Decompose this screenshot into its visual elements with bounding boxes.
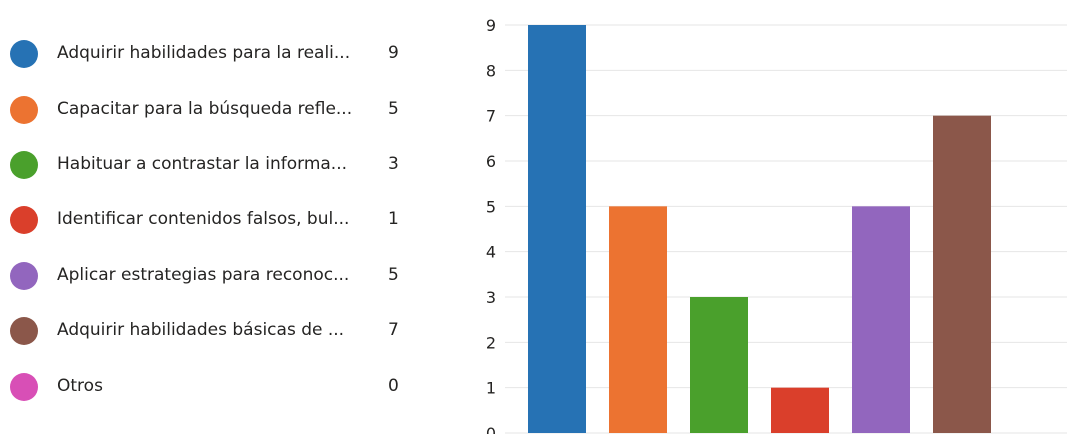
legend-color-dot bbox=[10, 206, 38, 234]
legend: Adquirir habilidades para la reali... 9 Ca… bbox=[0, 0, 420, 434]
y-tick-label: 6 bbox=[486, 152, 496, 171]
legend-label: Adquirir habilidades para la reali... bbox=[57, 43, 351, 63]
bar[interactable] bbox=[690, 297, 748, 433]
y-tick-label: 0 bbox=[486, 424, 496, 434]
legend-label: Adquirir habilidades básicas de ... bbox=[57, 320, 345, 340]
y-tick-label: 5 bbox=[486, 197, 496, 216]
bar[interactable] bbox=[771, 387, 829, 433]
bar[interactable] bbox=[609, 206, 667, 433]
legend-item[interactable]: Identificar contenidos falsos, bul... 1 bbox=[0, 203, 420, 237]
gridlines bbox=[505, 24, 1067, 434]
legend-label: Habituar a contrastar la informa... bbox=[57, 154, 348, 174]
legend-count: 0 bbox=[388, 376, 399, 396]
legend-item[interactable]: Capacitar para la búsqueda refle... 5 bbox=[0, 93, 420, 127]
legend-color-dot bbox=[10, 317, 38, 345]
y-tick-label: 2 bbox=[486, 333, 496, 352]
legend-label: Otros bbox=[57, 376, 103, 396]
legend-item[interactable]: Aplicar estrategias para reconoc... 5 bbox=[0, 259, 420, 293]
bar[interactable] bbox=[852, 206, 910, 433]
legend-count: 3 bbox=[388, 154, 399, 174]
bar[interactable] bbox=[528, 25, 586, 433]
legend-count: 5 bbox=[388, 99, 399, 119]
legend-color-dot bbox=[10, 262, 38, 290]
y-tick-label: 1 bbox=[486, 379, 496, 398]
legend-item[interactable]: Adquirir habilidades básicas de ... 7 bbox=[0, 314, 420, 348]
legend-color-dot bbox=[10, 96, 38, 124]
legend-color-dot bbox=[10, 373, 38, 401]
bar[interactable] bbox=[933, 115, 991, 434]
y-tick-label: 7 bbox=[486, 107, 496, 126]
legend-item[interactable]: Otros 0 bbox=[0, 370, 420, 404]
legend-item[interactable]: Habituar a contrastar la informa... 3 bbox=[0, 148, 420, 182]
bars bbox=[528, 25, 991, 434]
legend-count: 1 bbox=[388, 209, 399, 229]
legend-count: 5 bbox=[388, 265, 399, 285]
legend-count: 7 bbox=[388, 320, 399, 340]
legend-label: Capacitar para la búsqueda refle... bbox=[57, 99, 353, 119]
legend-count: 9 bbox=[388, 43, 399, 63]
y-axis-ticks: 0 1 2 3 4 5 6 7 8 9 bbox=[486, 16, 496, 434]
y-tick-label: 3 bbox=[486, 288, 496, 307]
legend-color-dot bbox=[10, 40, 38, 68]
legend-label: Aplicar estrategias para reconoc... bbox=[57, 265, 350, 285]
legend-color-dot bbox=[10, 151, 38, 179]
bar-chart: 0 1 2 3 4 5 6 7 8 9 bbox=[486, 16, 1067, 434]
y-tick-label: 8 bbox=[486, 61, 496, 80]
legend-item[interactable]: Adquirir habilidades para la reali... 9 bbox=[0, 37, 420, 71]
legend-label: Identificar contenidos falsos, bul... bbox=[57, 209, 350, 229]
y-tick-label: 4 bbox=[486, 243, 496, 262]
y-tick-label: 9 bbox=[486, 16, 496, 35]
